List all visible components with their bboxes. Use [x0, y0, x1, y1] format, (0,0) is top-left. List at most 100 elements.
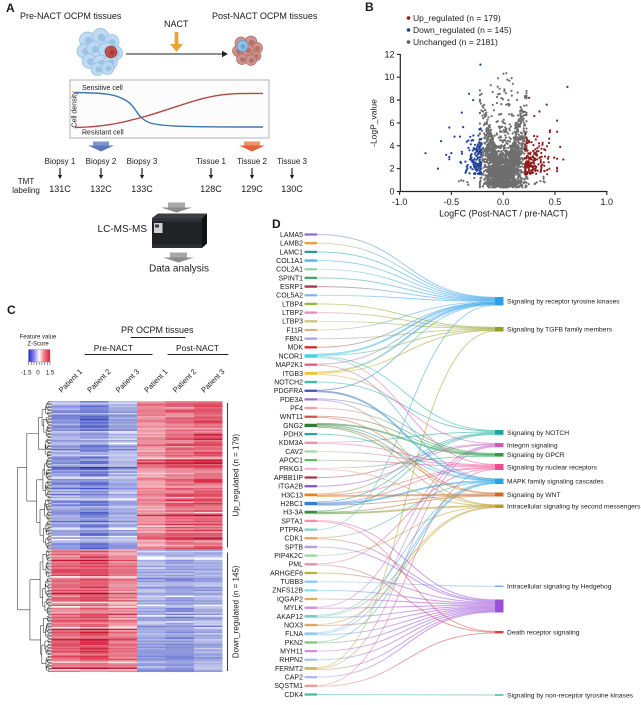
svg-text:Pre-NACT: Pre-NACT	[94, 343, 133, 353]
svg-text:LAMB2: LAMB2	[280, 241, 303, 248]
svg-text:D: D	[272, 217, 281, 231]
svg-text:130C: 130C	[281, 184, 303, 194]
svg-text:Sensitive cell: Sensitive cell	[82, 85, 123, 92]
svg-text:Tissue 2: Tissue 2	[237, 157, 267, 166]
svg-text:WNT11: WNT11	[280, 414, 303, 421]
svg-text:PR OCPM tissues: PR OCPM tissues	[121, 325, 194, 335]
svg-text:1.0: 1.0	[601, 197, 614, 207]
svg-text:LC-MS-MS: LC-MS-MS	[98, 224, 148, 235]
svg-text:LTBP4: LTBP4	[282, 301, 303, 308]
svg-text:PDE3A: PDE3A	[280, 397, 303, 404]
svg-text:PDGFRA: PDGFRA	[274, 388, 304, 395]
svg-text:Signaling by TGFB family membe: Signaling by TGFB family members	[507, 327, 613, 334]
svg-text:Up_regulated (n = 179): Up_regulated (n = 179)	[232, 434, 241, 517]
svg-text:COL1A1: COL1A1	[276, 258, 303, 265]
svg-text:PML: PML	[289, 562, 304, 569]
svg-text:H3C13: H3C13	[281, 492, 303, 499]
svg-text:131C: 131C	[49, 184, 71, 194]
svg-text:1.5: 1.5	[46, 370, 55, 377]
svg-text:Tissue 1: Tissue 1	[196, 157, 226, 166]
svg-text:Down_regulated (n = 145): Down_regulated (n = 145)	[413, 25, 512, 35]
svg-text:CDK1: CDK1	[284, 536, 303, 543]
svg-text:Intracellular signaling by Hed: Intracellular signaling by Hedgehog	[507, 584, 612, 591]
svg-text:Death receptor signaling: Death receptor signaling	[507, 630, 580, 637]
svg-text:4: 4	[389, 141, 394, 151]
svg-text:MDK: MDK	[287, 345, 303, 352]
svg-text:Biopsy 1: Biopsy 1	[45, 157, 76, 166]
svg-text:-1.5: -1.5	[21, 370, 32, 377]
svg-text:LAMA5: LAMA5	[280, 232, 303, 239]
svg-text:Patient 3: Patient 3	[199, 367, 226, 394]
svg-text:8: 8	[389, 95, 394, 105]
svg-text:Patient 2: Patient 2	[85, 367, 112, 394]
svg-text:MYH11: MYH11	[280, 649, 303, 656]
svg-text:H2BC1: H2BC1	[280, 501, 303, 508]
svg-text:PTPRA: PTPRA	[280, 527, 304, 534]
svg-text:132C: 132C	[90, 184, 112, 194]
svg-text:-1.0: -1.0	[392, 197, 408, 207]
svg-text:LTBP3: LTBP3	[282, 319, 303, 326]
svg-text:MAPK family signaling cascades: MAPK family signaling cascades	[507, 479, 604, 486]
svg-text:TMT: TMT	[18, 177, 35, 186]
svg-text:Signaling by GPCR: Signaling by GPCR	[507, 452, 565, 459]
svg-text:APOC1: APOC1	[279, 458, 303, 465]
svg-text:PDHX: PDHX	[284, 432, 304, 439]
svg-text:129C: 129C	[241, 184, 263, 194]
svg-text:Z-Score: Z-Score	[27, 342, 49, 348]
svg-text:PF4: PF4	[290, 406, 303, 413]
svg-text:Signaling by non-receptor tyro: Signaling by non-receptor tyrosine kinas…	[507, 692, 634, 699]
svg-text:APBB1IP: APBB1IP	[274, 475, 304, 482]
svg-text:ARHGEF6: ARHGEF6	[270, 570, 303, 577]
svg-text:H3-3A: H3-3A	[283, 510, 303, 517]
svg-text:Up_regulated (n = 179): Up_regulated (n = 179)	[413, 13, 501, 23]
svg-text:Down_regulated (n = 145): Down_regulated (n = 145)	[232, 565, 241, 658]
svg-text:SPINT1: SPINT1	[278, 275, 303, 282]
svg-text:Tissue 3: Tissue 3	[277, 157, 307, 166]
svg-text:A: A	[6, 1, 15, 15]
svg-text:SPTA1: SPTA1	[281, 518, 303, 525]
svg-text:Pre-NACT OCPM tissues: Pre-NACT OCPM tissues	[20, 11, 122, 21]
svg-text:6: 6	[389, 118, 394, 128]
svg-text:CDK4: CDK4	[284, 692, 303, 699]
svg-text:PRKG1: PRKG1	[279, 466, 303, 473]
svg-text:NCOR1: NCOR1	[278, 353, 303, 360]
svg-text:Signaling by WNT: Signaling by WNT	[507, 492, 561, 499]
svg-text:NACT: NACT	[164, 19, 189, 29]
svg-text:FLNA: FLNA	[285, 631, 303, 638]
svg-text:Signaling by NOTCH: Signaling by NOTCH	[507, 430, 569, 437]
svg-text:Unchanged (n = 2181): Unchanged (n = 2181)	[413, 37, 498, 47]
svg-text:FERMT2: FERMT2	[275, 666, 303, 673]
svg-text:ITGB3: ITGB3	[283, 371, 303, 378]
svg-text:0: 0	[389, 187, 394, 197]
svg-text:labeling: labeling	[12, 186, 40, 195]
svg-text:FBN1: FBN1	[285, 336, 303, 343]
svg-text:0: 0	[36, 370, 40, 377]
svg-text:MYLK: MYLK	[284, 605, 303, 612]
svg-text:SPTB: SPTB	[285, 544, 304, 551]
svg-text:NOTCH2: NOTCH2	[274, 379, 303, 386]
svg-text:RHPN2: RHPN2	[279, 657, 303, 664]
svg-text:GNG2: GNG2	[283, 423, 303, 430]
svg-text:Patient 1: Patient 1	[142, 367, 169, 394]
svg-text:PIP4K2C: PIP4K2C	[274, 553, 303, 560]
svg-text:Biopsy 2: Biopsy 2	[86, 157, 117, 166]
svg-text:LogFC (Post-NACT / pre-NACT): LogFC (Post-NACT / pre-NACT)	[439, 209, 568, 219]
svg-text:ITGA2B: ITGA2B	[278, 484, 303, 491]
svg-text:F11R: F11R	[286, 327, 303, 334]
svg-text:CAV2: CAV2	[285, 449, 303, 456]
svg-text:IQGAP2: IQGAP2	[277, 596, 303, 603]
svg-text:-0.5: -0.5	[444, 197, 460, 207]
svg-text:Data analysis: Data analysis	[149, 264, 209, 275]
svg-text:Patient 2: Patient 2	[171, 367, 198, 394]
svg-text:LTBP2: LTBP2	[282, 310, 303, 317]
svg-text:CAP2: CAP2	[285, 675, 303, 682]
svg-text:Feature value: Feature value	[20, 335, 57, 341]
svg-text:128C: 128C	[200, 184, 222, 194]
svg-text:Signaling by nuclear receptors: Signaling by nuclear receptors	[507, 464, 598, 471]
svg-text:-LogP_value: -LogP_value	[369, 99, 379, 147]
svg-text:2: 2	[389, 164, 394, 174]
svg-text:LAMC1: LAMC1	[280, 249, 303, 256]
svg-text:ZNFS12B: ZNFS12B	[272, 588, 303, 595]
svg-text:B: B	[365, 0, 374, 14]
svg-text:ESRP1: ESRP1	[280, 284, 303, 291]
